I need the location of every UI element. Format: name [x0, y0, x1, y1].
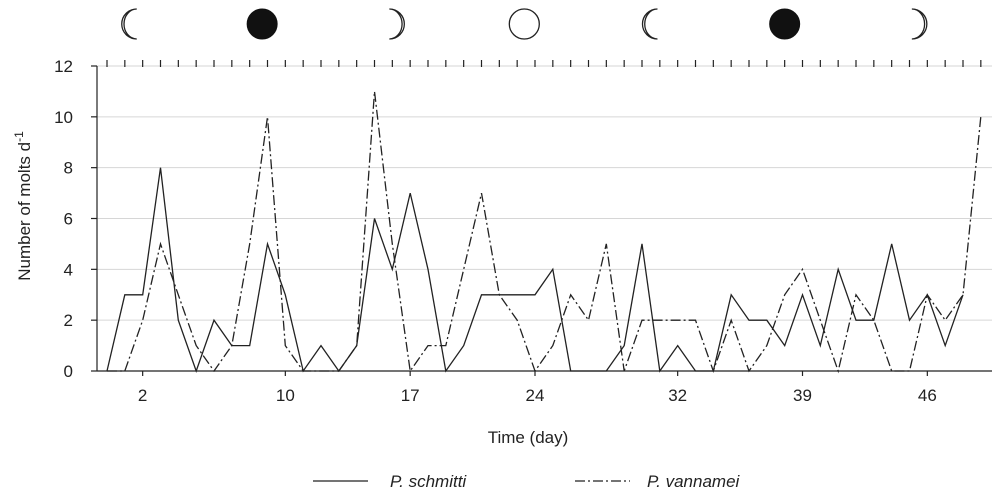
y-tick-label: 10	[54, 108, 73, 127]
y-axis-title-superscript: -1	[12, 131, 26, 142]
x-tick-label: 39	[793, 386, 812, 405]
x-tick-label: 24	[526, 386, 545, 405]
y-axis-title: Number of molts d-1	[12, 131, 34, 281]
moon-phase-row	[121, 8, 928, 40]
series-line-p-schmitti	[106, 167, 964, 373]
waning-crescent-moon-icon	[121, 8, 137, 40]
series-lines	[106, 91, 982, 374]
waxing-crescent-moon-icon	[389, 8, 405, 40]
new-moon-icon	[769, 8, 801, 40]
y-tick-label: 8	[64, 159, 73, 178]
legend-label-p-schmitti: P. schmitti	[390, 472, 467, 491]
waning-crescent-moon-icon	[641, 8, 658, 40]
waxing-crescent-moon-icon	[911, 8, 928, 40]
x-tick-label: 17	[401, 386, 420, 405]
x-axis-title: Time (day)	[488, 428, 569, 447]
legend-label-p-vannamei: P. vannamei	[647, 472, 741, 491]
legend: P. schmitti P. vannamei	[313, 472, 741, 491]
series-line-p-vannamei	[107, 91, 982, 374]
grid	[97, 65, 992, 321]
x-tick-label: 10	[276, 386, 295, 405]
x-tick-label: 32	[668, 386, 687, 405]
y-tick-label: 0	[64, 362, 73, 381]
x-tick-label: 2	[138, 386, 147, 405]
y-axis-title-main: Number of molts d	[15, 142, 34, 281]
y-tick-label: 2	[64, 311, 73, 330]
y-tick-label: 4	[64, 260, 73, 279]
y-tick-label: 12	[54, 57, 73, 76]
x-tick-label: 46	[918, 386, 937, 405]
full-moon-icon	[508, 8, 540, 40]
y-tick-label: 6	[64, 210, 73, 229]
new-moon-icon	[246, 8, 278, 40]
